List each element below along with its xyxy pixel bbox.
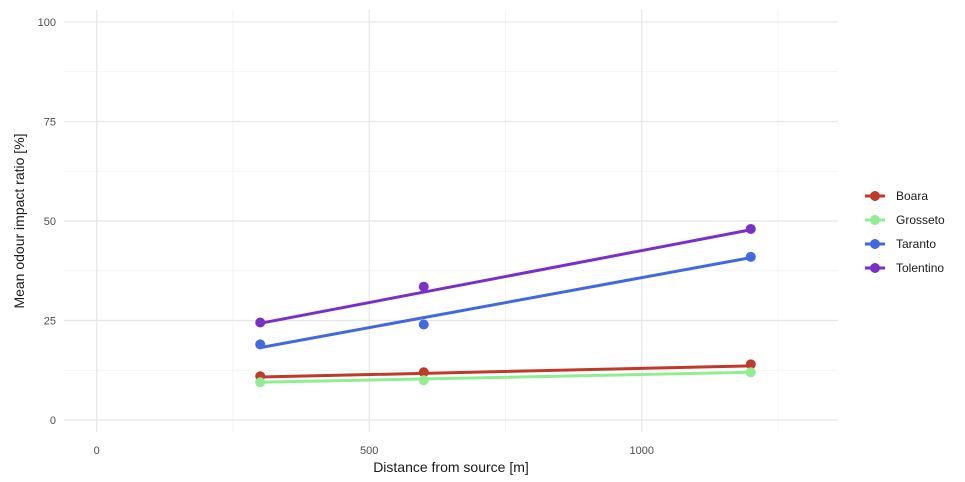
data-point-tolentino: [745, 223, 756, 234]
data-point-taranto: [255, 339, 266, 350]
series-taranto: [255, 251, 756, 350]
y-tick-label: 0: [50, 415, 56, 427]
legend-label: Tolentino: [896, 261, 944, 275]
x-tick-label: 0: [94, 445, 100, 457]
data-point-tolentino: [255, 317, 266, 328]
x-tick-label: 1000: [630, 445, 654, 457]
legend-key-point: [870, 263, 880, 273]
trend-line-tolentino: [258, 228, 753, 325]
y-tick-label: 75: [44, 116, 56, 128]
legend: Boara Grosseto Taranto Tolentino: [865, 189, 945, 275]
y-tick-label: 100: [38, 17, 56, 29]
y-axis-title: Mean odour impact ratio [%]: [11, 133, 27, 308]
series-grosseto: [255, 367, 756, 388]
series-tolentino: [255, 223, 756, 328]
data-point-boara: [745, 359, 756, 370]
legend-key-point: [870, 191, 880, 201]
data-series: [255, 223, 756, 388]
legend-label: Boara: [896, 189, 928, 203]
data-point-taranto: [418, 319, 429, 330]
legend-item-boara: Boara: [865, 189, 928, 203]
legend-key-point: [870, 239, 880, 249]
x-tick-label: 500: [360, 445, 378, 457]
legend-item-taranto: Taranto: [865, 237, 936, 251]
x-axis-title: Distance from source [m]: [373, 459, 529, 475]
trend-line-taranto: [258, 256, 753, 350]
legend-item-grosseto: Grosseto: [865, 213, 945, 227]
trend-line-boara: [258, 364, 753, 379]
data-point-tolentino: [418, 281, 429, 292]
data-point-grosseto: [745, 367, 756, 378]
legend-key-point: [870, 215, 880, 225]
y-tick-labels: 0 25 50 75 100: [38, 17, 56, 427]
data-point-boara: [418, 367, 429, 378]
trend-line-grosseto: [258, 370, 753, 384]
data-point-grosseto: [255, 377, 266, 388]
grid: [64, 10, 838, 432]
x-tick-labels: 0 500 1000: [94, 445, 654, 457]
y-tick-label: 50: [44, 216, 56, 228]
data-point-grosseto: [418, 375, 429, 386]
legend-item-tolentino: Tolentino: [865, 261, 944, 275]
y-tick-label: 25: [44, 316, 56, 328]
data-point-taranto: [745, 251, 756, 262]
legend-label: Taranto: [896, 237, 936, 251]
legend-label: Grosseto: [896, 213, 945, 227]
